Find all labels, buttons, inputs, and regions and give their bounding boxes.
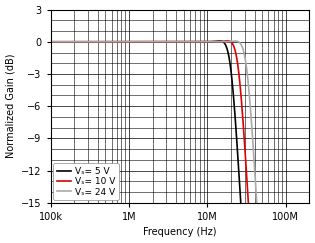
X-axis label: Frequency (Hz): Frequency (Hz) [143, 227, 217, 237]
Y-axis label: Normalized Gain (dB): Normalized Gain (dB) [6, 54, 15, 158]
Legend: Vₛ= 5 V, Vₛ= 10 V, Vₛ= 24 V: Vₛ= 5 V, Vₛ= 10 V, Vₛ= 24 V [53, 163, 119, 200]
